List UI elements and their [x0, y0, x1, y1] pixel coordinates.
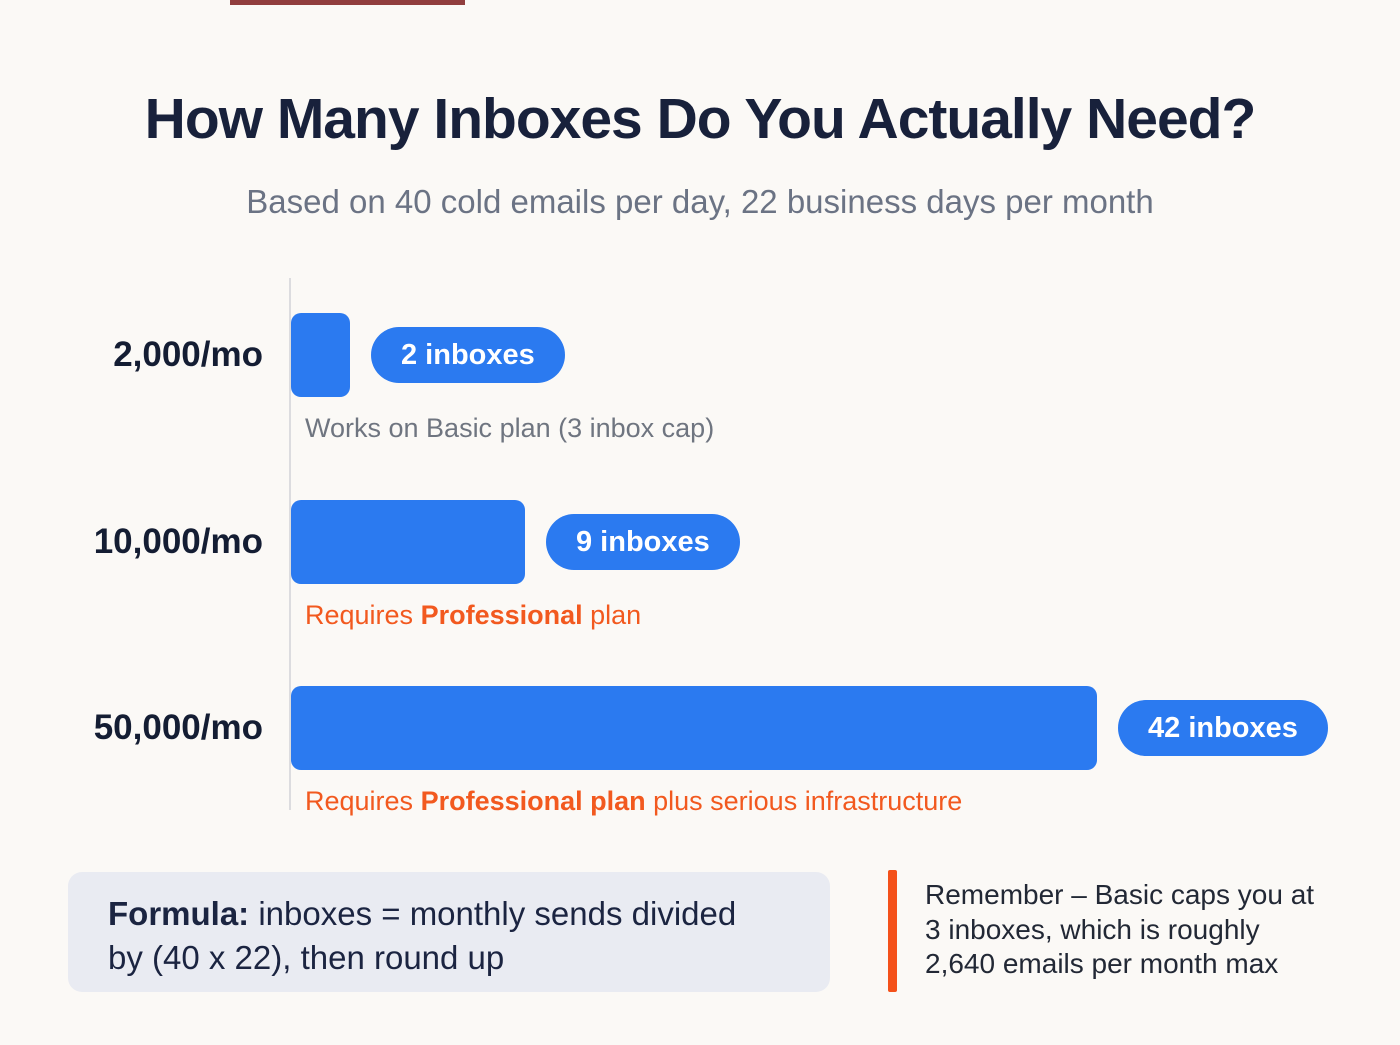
formula-line2: by (40 x 22), then round up [108, 939, 505, 976]
orange-accent-bar [888, 870, 897, 992]
bar-2000 [291, 313, 350, 397]
note-bold: Professional [420, 600, 583, 630]
bar-10000 [291, 500, 525, 584]
inbox-count-badge-10000: 9 inboxes [546, 514, 740, 570]
formula-label: Formula: [108, 895, 250, 932]
category-label-2000: 2,000/mo [113, 335, 263, 374]
plan-note-2000: Works on Basic plan (3 inbox cap) [305, 413, 714, 444]
note-suffix: plus serious infrastructure [645, 786, 963, 816]
chart-row-50000: 50,000/mo 42 inboxes Requires Profession… [0, 686, 1400, 876]
badge-text: 42 inboxes [1148, 711, 1298, 744]
reminder-line-3: 2,640 emails per month max [925, 948, 1279, 979]
top-edge-artifact [230, 0, 465, 5]
bar-50000 [291, 686, 1097, 770]
formula-text: Formula: inboxes = monthly sends divided… [108, 892, 790, 980]
bar-line-2000: 2 inboxes [291, 313, 565, 397]
badge-text: 9 inboxes [576, 525, 710, 558]
page-title: How Many Inboxes Do You Actually Need? [144, 87, 1257, 151]
note-prefix: Works on Basic plan (3 inbox cap) [305, 413, 715, 443]
badge-text: 2 inboxes [401, 338, 535, 371]
note-suffix: plan [582, 600, 642, 630]
formula-box: Formula: inboxes = monthly sends divided… [68, 872, 830, 992]
category-label-50000: 50,000/mo [93, 708, 263, 747]
note-prefix: Requires [305, 600, 421, 630]
note-prefix: Requires [305, 786, 421, 816]
chart-row-2000: 2,000/mo 2 inboxes Works on Basic plan (… [0, 313, 1400, 503]
category-label-10000: 10,000/mo [93, 522, 263, 561]
reminder-line-2: 3 inboxes, which is roughly [925, 913, 1260, 945]
chart-row-10000: 10,000/mo 9 inboxes Requires Professiona… [0, 500, 1400, 690]
page-subtitle: Based on 40 cold emails per day, 22 busi… [246, 183, 1154, 220]
inbox-count-badge-50000: 42 inboxes [1118, 700, 1328, 756]
chart-axis-line [289, 278, 291, 810]
bar-line-50000: 42 inboxes [291, 686, 1328, 770]
inbox-count-badge-2000: 2 inboxes [371, 327, 565, 383]
note-bold: Professional plan [420, 786, 646, 816]
plan-note-50000: Requires Professional plan plus serious … [305, 786, 962, 817]
plan-note-10000: Requires Professional plan [305, 600, 641, 631]
bar-line-10000: 9 inboxes [291, 500, 740, 584]
reminder-line-1: Remember – Basic caps you at [925, 879, 1315, 910]
reminder-text: Remember – Basic caps you at 3 inboxes, … [925, 878, 1345, 982]
formula-line1: inboxes = monthly sends divided [249, 895, 737, 932]
